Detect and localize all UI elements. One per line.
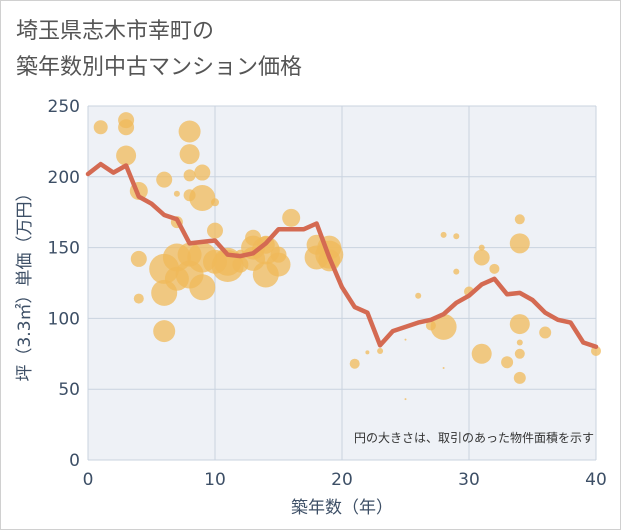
bubble-point [539, 326, 552, 339]
bubble-point [513, 371, 526, 384]
bubble-point [442, 366, 445, 369]
bubble-point [118, 119, 135, 136]
bubble-point [116, 145, 137, 166]
bubble-point [282, 208, 301, 227]
size-legend-note: 円の大きさは、取引のあった物件面積を示す [354, 430, 594, 445]
bubble-point [194, 164, 211, 181]
bubble-point [183, 169, 196, 182]
bubble-point [156, 171, 173, 188]
bubble-point [377, 347, 384, 354]
bubble-point [266, 252, 291, 277]
bubble-point [591, 345, 601, 356]
chart-title-line1: 埼玉県志木市幸町の [16, 19, 215, 44]
bubble-point [189, 274, 216, 301]
bubble-point [365, 350, 370, 355]
x-tick-label: 30 [458, 470, 480, 490]
axis-ticks: 0 50 100 150 200 250 0 10 20 30 40 [48, 97, 607, 490]
bubble-point [514, 214, 525, 225]
bubble-point [404, 338, 407, 341]
bubble-point [440, 231, 447, 238]
bubble-point [130, 250, 147, 267]
chart-title-line2: 築年数別中古マンション価格 [16, 55, 303, 80]
y-tick-label: 0 [69, 451, 80, 471]
bubble-point [415, 292, 422, 299]
x-tick-label: 10 [204, 470, 226, 490]
bubble-point [133, 293, 144, 304]
bubble-point [453, 233, 460, 240]
bubble-point [173, 190, 180, 197]
bubble-point [207, 222, 223, 239]
bubble-point [153, 320, 176, 343]
x-axis-label: 築年数（年） [291, 498, 393, 518]
bubble-point [509, 314, 530, 335]
bubble-point [430, 313, 457, 340]
y-tick-label: 150 [48, 239, 80, 259]
bubble-point [489, 263, 500, 274]
bubble-point [471, 343, 492, 364]
bubble-point [514, 348, 525, 359]
y-tick-label: 250 [48, 97, 80, 117]
x-tick-label: 20 [331, 470, 353, 490]
bubble-point [453, 268, 460, 275]
bubble-point [189, 185, 216, 212]
y-axis-label: 坪（3.3㎡）単価（万円） [15, 184, 35, 381]
average-price-line [85, 161, 599, 349]
bubble-point [473, 249, 490, 266]
bubble-point [501, 356, 514, 369]
chart-title: 埼玉県志木市幸町の 築年数別中古マンション価格 [16, 14, 576, 86]
y-tick-label: 50 [58, 380, 80, 400]
bubble-point [509, 233, 530, 254]
x-tick-label: 40 [585, 470, 607, 490]
x-tick-label: 0 [83, 470, 94, 490]
bubble-point [93, 120, 108, 135]
bubble-point [349, 358, 360, 369]
bubble-point [478, 244, 485, 251]
bubble-point [211, 198, 219, 207]
bubble-point [516, 339, 523, 346]
y-tick-label: 100 [48, 309, 80, 329]
bubble-point [179, 144, 200, 165]
bubble-point [404, 398, 407, 401]
y-tick-label: 200 [48, 168, 80, 188]
bubble-point [178, 120, 201, 143]
